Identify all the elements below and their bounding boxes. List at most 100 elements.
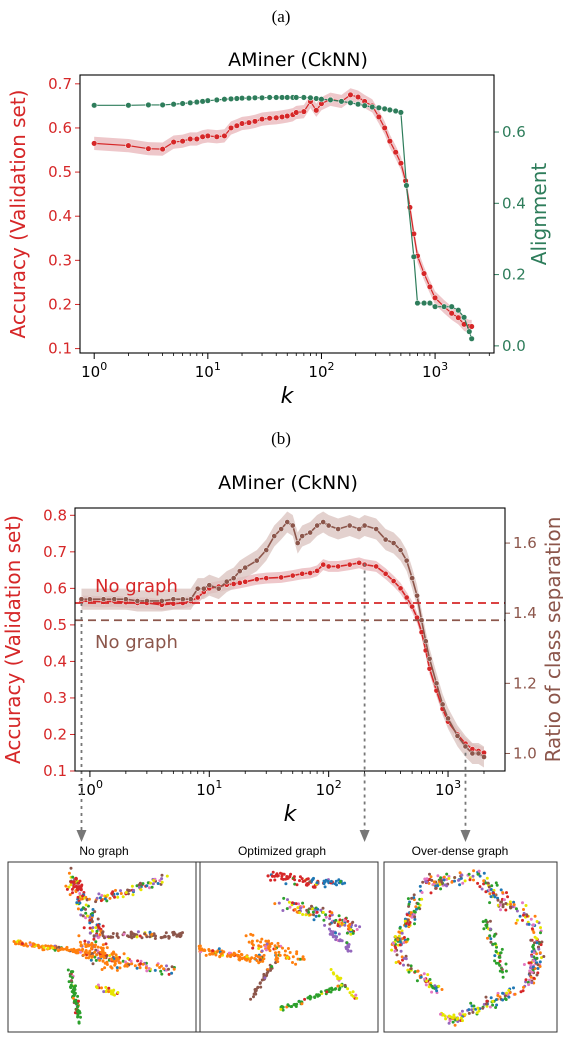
embedding-point	[165, 874, 169, 878]
embedding-point	[276, 957, 280, 960]
embedding-point	[71, 996, 75, 1000]
embedding-point	[91, 908, 95, 911]
embedding-point	[210, 951, 214, 955]
dotted-arrows	[76, 563, 471, 842]
separation-point	[422, 638, 429, 645]
separation-point	[433, 680, 440, 687]
embedding-point	[355, 996, 359, 1000]
embedding-point	[92, 934, 96, 938]
embedding-point	[539, 931, 542, 935]
embedding-point	[79, 913, 83, 917]
embedding-point	[280, 877, 284, 881]
embedding-point	[312, 918, 316, 922]
embedding-point	[270, 965, 274, 968]
embedding-point	[36, 944, 40, 948]
embedding-point	[489, 937, 493, 941]
embedding-point	[530, 981, 534, 985]
embedding-point	[244, 934, 248, 938]
embedding-point	[423, 877, 427, 881]
embedding-point	[477, 869, 481, 873]
embedding-point	[509, 902, 513, 906]
separation-point	[87, 596, 93, 603]
embedding-point	[496, 898, 500, 902]
embedding-point	[167, 972, 171, 976]
alignment-point	[397, 109, 404, 116]
accuracy-point	[314, 567, 320, 574]
embedding-point	[332, 972, 336, 976]
embedding-point	[291, 901, 294, 905]
embedding-point	[64, 884, 68, 888]
embedding-point	[507, 988, 511, 992]
embedding-point	[315, 881, 319, 885]
embedding-point	[535, 937, 539, 941]
embedding-point	[89, 943, 93, 947]
embedding-point	[404, 940, 408, 944]
embedding-point	[29, 943, 32, 947]
embedding-point	[67, 948, 71, 952]
accuracy-point	[448, 310, 455, 317]
embedding-point	[345, 941, 349, 945]
embedding-point	[127, 935, 131, 939]
alignment-point	[355, 101, 362, 108]
accuracy-point	[421, 270, 428, 277]
embedding-point	[319, 908, 323, 912]
embedding-point	[108, 896, 112, 900]
alignment-point	[251, 94, 259, 101]
embedding-point	[512, 900, 516, 904]
embedding-point	[114, 953, 118, 957]
accuracy-point	[335, 563, 341, 570]
separation-point	[200, 585, 207, 592]
embedding-point	[404, 924, 408, 928]
embedding-point	[121, 895, 125, 899]
y-left-tick-label: 0.4	[43, 652, 67, 670]
separation-point	[278, 526, 285, 532]
embedding-point	[344, 945, 348, 949]
embedding-point	[337, 932, 341, 936]
accuracy-line	[94, 94, 472, 328]
accuracy-point	[403, 594, 410, 601]
embedding-point	[101, 924, 105, 928]
embedding-point	[91, 926, 95, 930]
y-left-tick-label: 0.7	[48, 75, 72, 93]
embedding-point	[404, 921, 408, 925]
embedding-point	[397, 934, 401, 938]
embedding-point	[107, 990, 111, 994]
embedding-point	[96, 936, 100, 940]
embedding-point	[414, 905, 418, 909]
embedding-point	[71, 875, 75, 879]
embedding-point	[297, 1000, 301, 1003]
embedding-point	[472, 878, 475, 882]
embedding-point	[539, 943, 543, 947]
embedding-point	[173, 932, 177, 936]
embedding-point	[78, 940, 82, 944]
embedding-point	[487, 885, 491, 889]
y-left-tick-label: 0.1	[48, 340, 72, 358]
embedding-point	[407, 902, 411, 906]
embedding-point	[131, 893, 135, 897]
embedding-point	[501, 991, 505, 995]
embedding-point	[281, 946, 284, 950]
embedding-point	[498, 995, 502, 999]
embedding-point	[102, 951, 105, 955]
x-tick-label-base: 10	[77, 781, 96, 799]
embedding-point	[532, 951, 536, 955]
embedding-point	[409, 964, 413, 968]
embedding-point	[75, 901, 79, 905]
embedding-point	[413, 917, 417, 921]
embedding-point	[470, 1008, 474, 1012]
embedding-point	[118, 966, 122, 970]
embedding-point	[295, 883, 299, 887]
embedding-point	[263, 976, 267, 980]
embedding-point	[258, 958, 262, 962]
embedding-point	[336, 977, 340, 981]
embedding-point	[240, 957, 244, 961]
accuracy-point	[253, 576, 260, 583]
embedding-point	[488, 1005, 492, 1009]
embedding-point	[486, 881, 490, 885]
embedding-point	[159, 969, 163, 973]
separation-point	[253, 557, 260, 564]
embedding-point	[96, 917, 100, 921]
embedding-point	[491, 1003, 495, 1007]
embedding-point	[429, 891, 433, 895]
embedding-point	[306, 877, 310, 881]
